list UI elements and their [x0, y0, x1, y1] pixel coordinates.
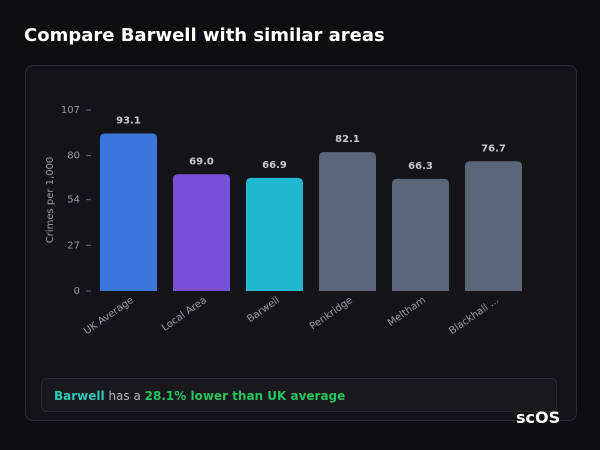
summary-text: has a: [108, 389, 141, 403]
summary: Barwell has a 28.1% lower than UK averag…: [41, 378, 557, 412]
y-tick-label: 80: [67, 151, 80, 162]
bar: [246, 177, 303, 291]
bar: [319, 152, 376, 291]
x-tick-label: Local Area: [160, 295, 209, 334]
x-tick-label: Meltham: [386, 295, 428, 329]
x-tick-label: Barwell: [245, 295, 282, 325]
value-label: 82.1: [335, 134, 360, 145]
value-label: 76.7: [481, 143, 506, 154]
y-tick-label: 54: [67, 195, 80, 206]
value-label: 93.1: [116, 116, 141, 127]
bar: [465, 161, 522, 291]
y-tick-label: 27: [67, 240, 80, 251]
summary-area: Barwell: [54, 389, 105, 403]
bar: [173, 174, 230, 291]
value-label: 69.0: [189, 156, 214, 167]
page-title: Compare Barwell with similar areas: [24, 25, 385, 46]
x-tick-label: Penkridge: [308, 295, 355, 333]
bar: [100, 133, 157, 291]
value-label: 66.9: [262, 160, 287, 171]
bar: [392, 178, 449, 291]
logo: scOS: [516, 408, 561, 427]
summary-highlight: 28.1% lower than UK average: [144, 389, 346, 403]
x-tick-label: UK Average: [82, 295, 136, 337]
value-label: 66.3: [408, 161, 433, 172]
x-tick-label: Blackhall ...: [447, 295, 501, 337]
y-axis-label: Crimes per 1,000: [45, 157, 56, 244]
y-tick-label: 107: [61, 105, 80, 116]
y-tick-label: 0: [74, 286, 80, 297]
